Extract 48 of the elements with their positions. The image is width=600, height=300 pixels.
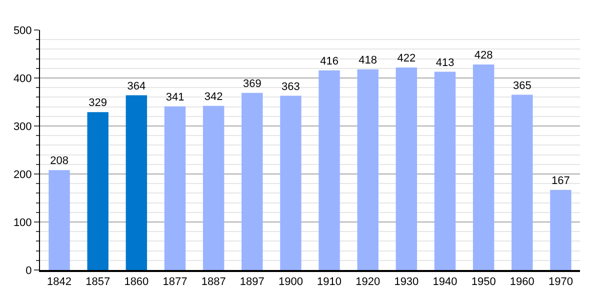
x-tick-label: 1857 bbox=[86, 276, 110, 288]
data-label: 418 bbox=[358, 54, 378, 66]
y-tick-label: 0 bbox=[26, 264, 32, 277]
bar bbox=[512, 94, 533, 270]
y-tick-label: 100 bbox=[13, 216, 32, 229]
data-label: 341 bbox=[166, 91, 184, 104]
data-label: 208 bbox=[50, 155, 68, 168]
bar bbox=[164, 106, 186, 270]
y-tick-label: 500 bbox=[13, 24, 32, 37]
data-label: 363 bbox=[282, 80, 300, 93]
bar bbox=[48, 170, 70, 270]
x-tick-label: 1910 bbox=[317, 276, 342, 288]
x-tick-label: 1897 bbox=[240, 276, 264, 288]
bar bbox=[242, 92, 263, 270]
y-tick-label: 200 bbox=[13, 168, 32, 181]
x-tick-label: 1877 bbox=[162, 276, 188, 288]
bar bbox=[280, 96, 302, 270]
bar bbox=[472, 64, 494, 270]
bar bbox=[396, 67, 418, 270]
x-tick-label: 1950 bbox=[471, 276, 496, 288]
x-tick-label: 1960 bbox=[510, 276, 534, 288]
bar bbox=[434, 72, 456, 270]
bar bbox=[126, 95, 148, 270]
x-tick-label: 1970 bbox=[548, 276, 573, 288]
x-tick-label: 1900 bbox=[278, 276, 303, 288]
data-label: 413 bbox=[436, 56, 454, 69]
data-label: 364 bbox=[127, 80, 146, 92]
y-tick-label: 400 bbox=[13, 72, 32, 85]
y-tick-label: 300 bbox=[13, 120, 32, 133]
x-tick-label: 1860 bbox=[124, 276, 149, 288]
bar bbox=[202, 106, 224, 270]
bar bbox=[357, 69, 378, 270]
bar bbox=[318, 70, 340, 270]
data-label: 416 bbox=[320, 55, 338, 68]
data-label: 342 bbox=[204, 90, 223, 103]
bar bbox=[87, 112, 108, 270]
bar bbox=[550, 190, 572, 270]
x-tick-label: 1930 bbox=[394, 276, 419, 288]
x-tick-label: 1920 bbox=[356, 276, 380, 288]
data-label: 369 bbox=[242, 78, 262, 90]
x-tick-label: 1940 bbox=[432, 276, 458, 288]
data-label: 428 bbox=[474, 50, 493, 62]
data-label: 365 bbox=[512, 80, 532, 92]
data-label: 329 bbox=[88, 97, 108, 110]
data-label: 167 bbox=[552, 174, 570, 187]
x-tick-label: 1842 bbox=[47, 276, 72, 288]
data-label: 422 bbox=[397, 52, 416, 64]
x-tick-label: 1887 bbox=[201, 276, 226, 288]
